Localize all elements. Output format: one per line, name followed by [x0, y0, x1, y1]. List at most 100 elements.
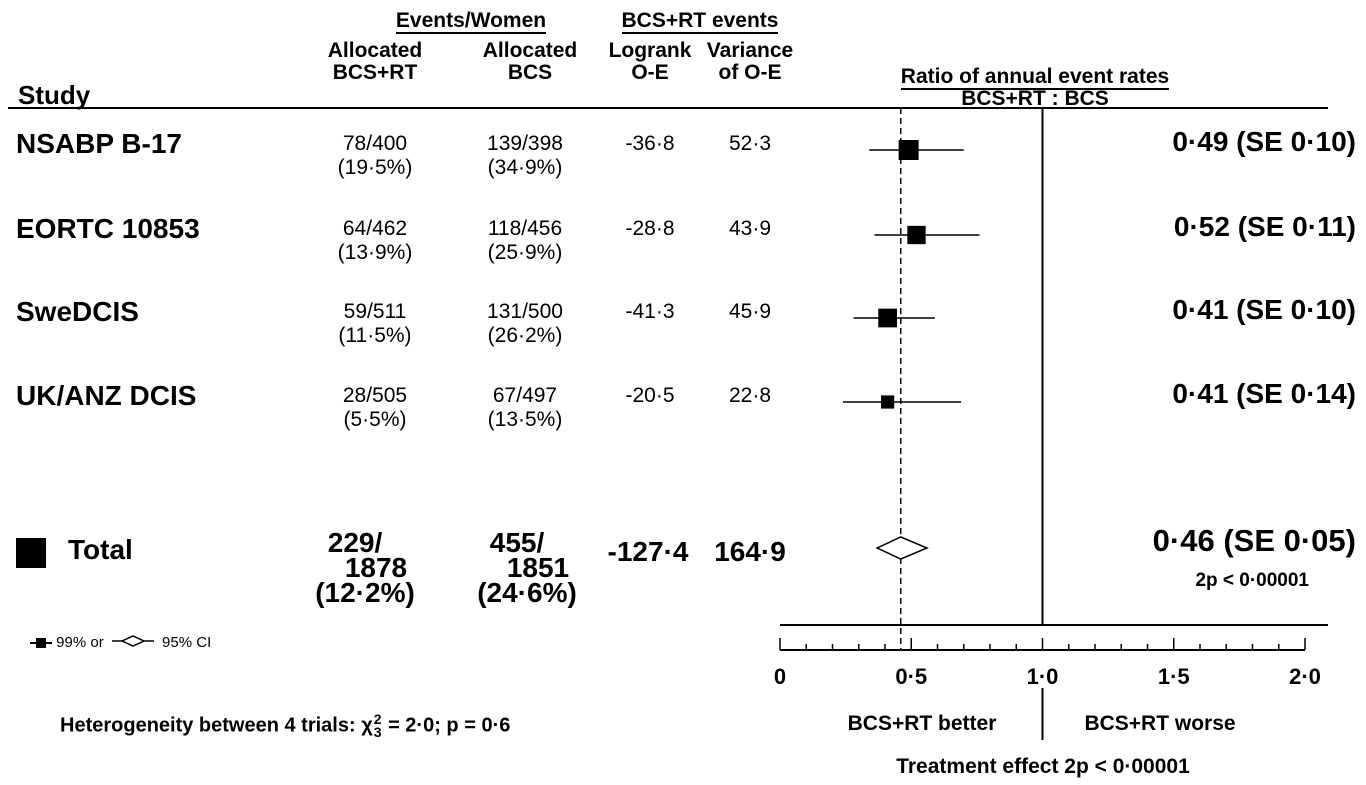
x-tick-label: 0·5	[895, 664, 928, 689]
study-bcs-count: 131/500	[487, 300, 563, 323]
study-square	[907, 225, 926, 245]
study-name: EORTC 10853	[16, 213, 200, 244]
header-events-women-label: Events/Women	[395, 9, 547, 34]
study-bcsrt: 64/462 (13·9%)	[320, 217, 430, 265]
total-ratio-value: 0·46	[1152, 523, 1215, 558]
study-bcs-pct: (25·9%)	[487, 241, 563, 264]
total-ratio-se: (SE 0·05)	[1223, 523, 1356, 558]
study-ratio-se: (SE 0·11)	[1237, 211, 1356, 242]
study-square	[881, 395, 895, 409]
better-label: BCS+RT better	[847, 712, 997, 735]
study-variance: 45·9	[728, 300, 772, 323]
total-p-value: 2p < 0·00001	[1195, 570, 1309, 591]
study-bcsrt-pct: (13·9%)	[337, 241, 413, 264]
study-variance: 52·3	[728, 132, 772, 155]
study-variance: 22·8	[728, 384, 772, 407]
study-bcsrt-pct: (11·5%)	[338, 324, 412, 347]
study-bcs: 131/500 (26·2%)	[470, 300, 580, 348]
heterogeneity-suffix: = 2·0; p = 0·6	[382, 714, 511, 737]
study-bcsrt-pct: (5·5%)	[343, 408, 407, 431]
total-bcsrt-b: 1878	[344, 552, 408, 583]
x-tick-label: 2·0	[1289, 664, 1321, 689]
study-square	[898, 140, 919, 160]
worse-label: BCS+RT worse	[1084, 712, 1236, 735]
header-alloc-bcsrt-line1: Allocated	[327, 39, 423, 62]
study-name: SweDCIS	[16, 296, 139, 327]
header-logrank-line1: Logrank	[608, 39, 692, 62]
study-bcs: 139/398 (34·9%)	[470, 132, 580, 180]
study-bcsrt: 28/505 (5·5%)	[320, 384, 430, 432]
header-bcsrt-events: BCS+RT events	[600, 9, 800, 34]
study-square	[878, 308, 897, 328]
study-bcsrt-count: 78/400	[342, 132, 408, 155]
header-alloc-bcs-line2: BCS	[507, 61, 553, 84]
total-bcsrt-a: 229/	[327, 527, 383, 558]
header-ratio-line2: BCS+RT : BCS	[961, 87, 1109, 110]
header-ratio-line1: Ratio of annual event rates	[870, 65, 1200, 90]
study-bcsrt-pct: (19·5%)	[337, 156, 413, 179]
study-ratio-value: 0·52	[1173, 211, 1230, 242]
study-ratio: 0·41 (SE 0·10)	[1172, 294, 1356, 326]
study-bcs-pct: (34·9%)	[487, 156, 563, 179]
study-bcs-count: 139/398	[487, 132, 563, 155]
heterogeneity-sup: 2	[373, 711, 382, 727]
study-bcs-count: 118/456	[487, 217, 563, 240]
total-diamond	[875, 536, 929, 560]
header-ratio-line1-label: Ratio of annual event rates	[900, 65, 1170, 90]
study-bcs-count: 67/497	[492, 384, 558, 407]
study-oe: -20·5	[625, 384, 675, 407]
study-bcsrt: 59/511 (11·5%)	[320, 300, 430, 348]
total-bcs-b: 1851	[506, 552, 570, 583]
study-ratio: 0·52 (SE 0·11)	[1174, 211, 1356, 243]
study-bcsrt-count: 28/505	[342, 384, 408, 407]
study-ratio-se: (SE 0·10)	[1236, 126, 1356, 157]
study-ratio-se: (SE 0·10)	[1236, 294, 1356, 325]
header-alloc-bcs-line1: Allocated	[482, 39, 578, 62]
study-name: NSABP B-17	[16, 128, 182, 159]
header-logrank-line2: O-E	[631, 61, 669, 84]
legend-square-icon	[30, 637, 52, 649]
study-oe: -28·8	[625, 217, 675, 240]
header-logrank: Logrank O-E	[600, 40, 700, 84]
heterogeneity-sub: 3	[373, 724, 382, 740]
study-ratio: 0·41 (SE 0·14)	[1172, 378, 1356, 410]
legend-ci99-label: 99% or	[56, 634, 104, 651]
total-bcs: 455/ 1851 (24·6%)	[452, 527, 602, 607]
study-ratio-se: (SE 0·14)	[1236, 378, 1356, 409]
header-alloc-bcsrt: Allocated BCS+RT	[305, 40, 445, 84]
header-ratio: Ratio of annual event rates BCS+RT : BCS	[870, 65, 1200, 110]
study-ratio-value: 0·41	[1172, 294, 1229, 325]
total-square-marker	[16, 538, 46, 568]
total-label: Total	[68, 534, 133, 565]
heterogeneity-prefix: Heterogeneity between 4 trials:	[60, 714, 362, 737]
header-study: Study	[18, 80, 91, 110]
header-alloc-bcs: Allocated BCS	[460, 40, 600, 84]
legend: 99% or 95% CI	[30, 635, 211, 651]
study-ratio-value: 0·49	[1172, 126, 1229, 157]
study-oe: -36·8	[625, 132, 675, 155]
study-bcs: 67/497 (13·5%)	[470, 384, 580, 432]
x-tick-label: 0	[773, 664, 787, 689]
header-events-women: Events/Women	[327, 9, 615, 34]
study-ratio: 0·49 (SE 0·10)	[1172, 126, 1356, 158]
x-tick-label: 1·0	[1026, 664, 1059, 689]
header-variance-line2: of O-E	[718, 61, 782, 84]
study-oe: -41·3	[625, 300, 675, 323]
heterogeneity-chi: χ	[361, 714, 373, 737]
header-bcsrt-events-label: BCS+RT events	[621, 9, 779, 34]
study-bcs: 118/456 (25·9%)	[470, 217, 580, 265]
total-oe: -127·4	[607, 536, 689, 567]
total-var: 164·9	[714, 536, 786, 567]
total-ratio: 0·46 (SE 0·05)	[1153, 523, 1356, 559]
total-bcs-a: 455/	[489, 527, 545, 558]
x-tick-label: 1·5	[1157, 664, 1190, 689]
legend-ci95-label: 95% CI	[162, 634, 212, 651]
study-name: UK/ANZ DCIS	[16, 380, 197, 411]
study-ratio-value: 0·41	[1172, 378, 1229, 409]
treatment-effect-label: Treatment effect 2p < 0·00001	[896, 755, 1190, 778]
header-variance: Variance of O-E	[700, 40, 800, 84]
total-bcsrt: 229/ 1878 (12·2%)	[290, 527, 440, 607]
